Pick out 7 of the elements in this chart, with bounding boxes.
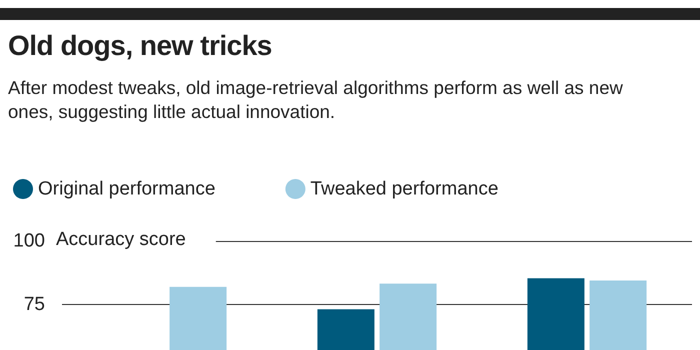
y-axis-title: Accuracy score [56, 229, 186, 250]
chart-title: Old dogs, new tricks [8, 30, 272, 62]
y-tick-label: 100 [13, 230, 45, 252]
y-tick-label: 75 [24, 294, 45, 315]
legend-label: Original performance [38, 178, 216, 200]
legend-label: Tweaked performance [310, 178, 498, 200]
chart-subtitle: After modest tweaks, old image-retrieval algorithms perform as well as new ones, suggesting little actual innovation. [8, 76, 624, 124]
